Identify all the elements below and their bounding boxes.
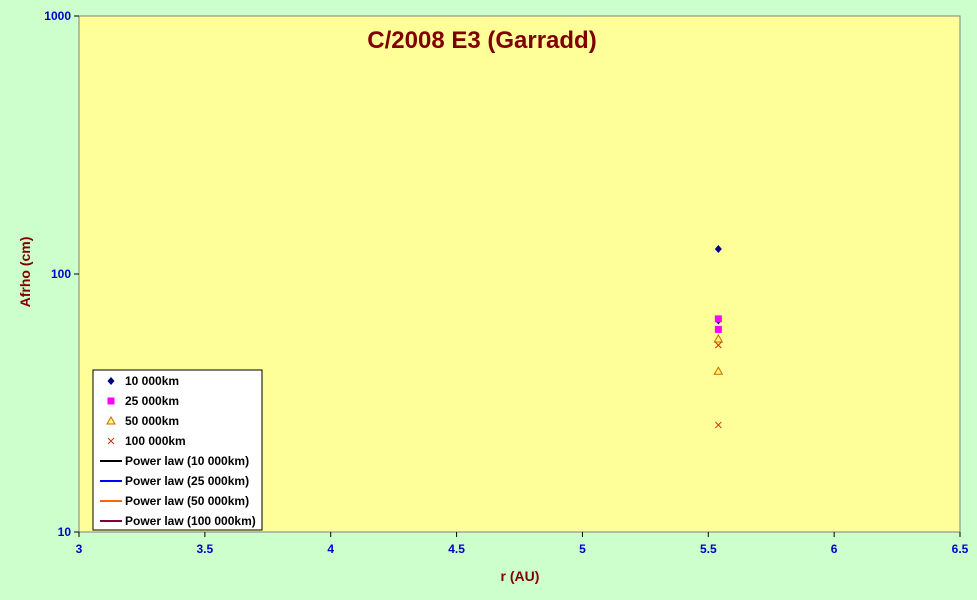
legend-label: 10 000km	[125, 374, 179, 388]
y-tick-label: 1000	[44, 9, 71, 23]
legend-label: Power law (50 000km)	[125, 494, 249, 508]
legend-label: Power law (10 000km)	[125, 454, 249, 468]
legend-label: 100 000km	[125, 434, 186, 448]
data-point	[714, 315, 722, 323]
legend-symbol-stroke-b	[107, 437, 115, 445]
legend-symbol	[107, 397, 115, 405]
legend-symbol	[107, 377, 115, 385]
x-tick-label: 3	[76, 542, 83, 556]
data-point	[715, 421, 722, 429]
legend-label: 50 000km	[125, 414, 179, 428]
legend-label: Power law (25 000km)	[125, 474, 249, 488]
x-tick-label: 4	[327, 542, 334, 556]
y-tick-label: 100	[51, 267, 71, 281]
x-tick-label: 5.5	[700, 542, 717, 556]
x-axis-ticks: 3 3.5 4 4.5 5 5.5 6 6.5	[76, 532, 969, 556]
data-point	[713, 333, 724, 343]
x-tick-label: 5	[579, 542, 586, 556]
legend-symbol	[106, 415, 116, 425]
legend-label: Power law (100 000km)	[125, 514, 256, 528]
x-axis-title: r (AU)	[501, 568, 540, 584]
chart-title: C/2008 E3 (Garradd)	[367, 27, 596, 54]
data-point	[715, 341, 722, 349]
data-point-stroke-b	[715, 341, 722, 349]
x-tick-label: 6.5	[952, 542, 969, 556]
legend: 10 000km 25 000km 50 000km 100 000km Power l…	[92, 369, 263, 531]
data-point-stroke-b	[715, 421, 722, 429]
y-tick-label: 10	[58, 525, 72, 539]
data-point	[713, 366, 724, 375]
x-tick-label: 6	[831, 542, 838, 556]
legend-symbol	[107, 437, 115, 445]
legend-box	[92, 369, 263, 531]
y-axis-ticks: 10 100 1000	[44, 9, 79, 539]
x-tick-label: 3.5	[197, 542, 214, 556]
legend-label: 25 000km	[125, 394, 179, 408]
data-point	[714, 244, 722, 253]
data-points	[713, 244, 724, 429]
data-point	[714, 325, 722, 333]
x-tick-label: 4.5	[448, 542, 465, 556]
y-axis-title: Afrho (cm)	[17, 237, 33, 308]
